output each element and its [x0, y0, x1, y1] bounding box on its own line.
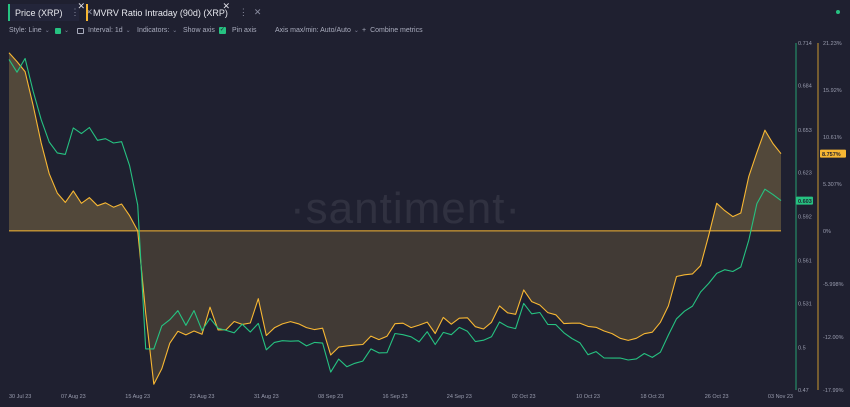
- close-icon[interactable]: ✕: [85, 7, 94, 17]
- x-axis-tick: 31 Aug 23: [254, 394, 279, 400]
- interval-dropdown[interactable]: Interval: 1d ⌄: [77, 27, 131, 34]
- mvrv-axis-tick: 15.92%: [823, 88, 842, 94]
- show-axis-label: Show axis: [183, 27, 215, 34]
- price-line: [8, 57, 782, 373]
- more-options-icon[interactable]: ⋮: [70, 7, 80, 17]
- close-icon[interactable]: ✕: [253, 7, 262, 17]
- mvrv-current-badge: [820, 149, 846, 158]
- color-swatch-icon: [55, 27, 61, 34]
- price-current-badge: [796, 196, 813, 205]
- santiment-watermark: ·santiment·: [290, 184, 522, 233]
- more-options-icon[interactable]: ⋮: [238, 7, 248, 17]
- x-axis-tick: 08 Sep 23: [318, 394, 343, 400]
- tab-price-xrp[interactable]: Price (XRP) ⋮ ✕ ✕: [8, 1, 93, 21]
- x-axis-tick: 24 Sep 23: [447, 394, 472, 400]
- plus-icon: +: [362, 27, 367, 34]
- combine-label: Combine metrics: [370, 27, 423, 34]
- remove-metric-icon[interactable]: ✕: [222, 1, 230, 11]
- x-axis-tick: 02 Oct 23: [512, 394, 536, 400]
- mvrv-axis-tick: 5.307%: [823, 182, 842, 188]
- price-axis-tick: 0.623: [798, 170, 812, 176]
- chevron-down-icon: ⌄: [44, 28, 50, 34]
- remove-metric-icon[interactable]: ✕: [77, 1, 85, 11]
- x-axis-tick: 26 Oct 23: [705, 394, 729, 400]
- x-axis-tick: 15 Aug 23: [125, 394, 150, 400]
- checkbox-checked-icon[interactable]: ✓: [218, 27, 226, 34]
- status-dot-icon: [836, 10, 840, 14]
- x-axis-tick: 23 Aug 23: [190, 394, 215, 400]
- price-axis-tick: 0.653: [798, 128, 812, 134]
- metric-tabs: Price (XRP) ⋮ ✕ ✕ MVRV Ratio Intraday (9…: [0, 0, 850, 24]
- tab-mvrv-ratio[interactable]: MVRV Ratio Intraday (90d) (XRP) ⋮ ✕ ✕: [86, 1, 261, 21]
- x-axis-tick: 10 Oct 23: [576, 394, 600, 400]
- indicators-label: Indicators:: [137, 27, 170, 34]
- mvrv-axis-tick: -17.99%: [823, 388, 844, 394]
- mvrv-axis-tick: 0%: [823, 229, 831, 235]
- price-axis-tick: 0.47: [798, 388, 809, 394]
- x-axis-tick: 07 Aug 23: [61, 394, 86, 400]
- price-axis-tick: 0.714: [798, 41, 812, 47]
- mvrv-line: [8, 52, 782, 385]
- chevron-down-icon: ⌄: [172, 28, 178, 34]
- mvrv-axis-tick: -12.00%: [823, 335, 844, 341]
- tab-label: Price (XRP): [15, 7, 63, 18]
- pin-axis-label: Pin axis: [232, 27, 257, 34]
- pin-axis-toggle[interactable]: Pin axis: [232, 27, 257, 34]
- indicators-dropdown[interactable]: Indicators: ⌄: [137, 27, 177, 34]
- x-axis-tick: 30 Jul 23: [9, 394, 31, 400]
- axis-minmax-label: Axis max/min: Auto/Auto: [275, 27, 351, 34]
- chart-toolbar: Style: Line ⌄ ⌄ Interval: 1d ⌄ Indicator…: [0, 24, 850, 39]
- interval-label: Interval: 1d: [88, 27, 123, 34]
- mvrv-current-value: 8.757%: [822, 152, 841, 158]
- tab-label: MVRV Ratio Intraday (90d) (XRP): [93, 7, 228, 18]
- show-axis-toggle[interactable]: Show axis ✓: [183, 27, 226, 34]
- chevron-down-icon: ⌄: [125, 28, 131, 34]
- x-axis-tick: 18 Oct 23: [640, 394, 664, 400]
- mvrv-axis-tick: 21.23%: [823, 41, 842, 47]
- calendar-icon: [77, 27, 84, 34]
- price-axis-tick: 0.531: [798, 301, 812, 307]
- chevron-down-icon: ⌄: [64, 28, 70, 34]
- mvrv-axis-tick: -5.998%: [823, 282, 844, 288]
- color-picker[interactable]: ⌄: [55, 27, 69, 34]
- style-label: Style: Line: [9, 27, 42, 34]
- price-axis-tick: 0.592: [798, 215, 812, 221]
- price-axis-tick: 0.561: [798, 259, 812, 265]
- price-current-value: 0.603: [798, 199, 812, 205]
- x-axis-tick: 16 Sep 23: [382, 394, 407, 400]
- style-dropdown[interactable]: Style: Line ⌄: [9, 27, 50, 34]
- mvrv-area-positive: [9, 52, 781, 231]
- chevron-down-icon: ⌄: [353, 28, 359, 34]
- price-axis-tick: 0.684: [798, 84, 812, 90]
- mvrv-area-negative: [137, 230, 710, 385]
- combine-metrics-button[interactable]: + Combine metrics: [362, 27, 423, 34]
- mvrv-axis-tick: 10.61%: [823, 135, 842, 141]
- axis-minmax-dropdown[interactable]: Axis max/min: Auto/Auto ⌄: [275, 27, 359, 34]
- price-axis-tick: 0.5: [798, 345, 806, 351]
- x-axis-tick: 03 Nov 23: [768, 394, 793, 400]
